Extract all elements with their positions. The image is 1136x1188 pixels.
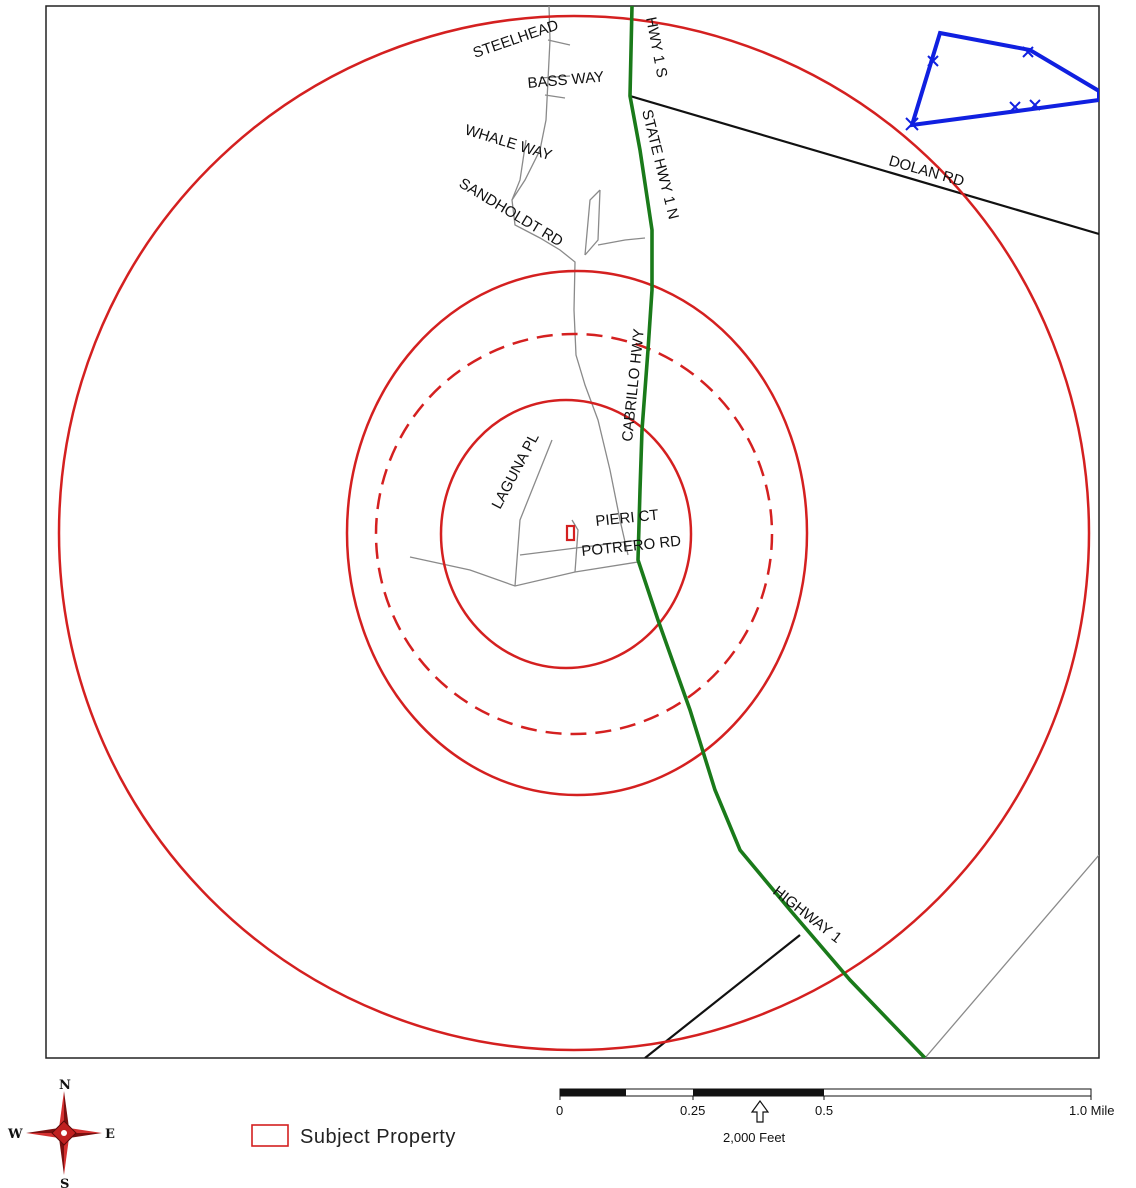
buffer-ring-inner [439, 398, 693, 670]
subject-property-marker [565, 524, 576, 542]
compass-w: W [7, 1127, 23, 1142]
buffer-ring-dashed [374, 332, 774, 736]
scale-tick-1mile: 1.0 Mile [1069, 1103, 1115, 1118]
map-panel: STEELHEAD BASS WAY HWY 1 S STATE HWY 1 N… [45, 5, 1100, 1059]
feet-marker-arrow-icon [750, 1099, 770, 1123]
north-arrow-compass: N S E W [7, 1078, 115, 1188]
label-pieri-ct: PIERI CT [595, 506, 660, 530]
legend-label-subject-property: Subject Property [300, 1126, 456, 1148]
scale-bar: 0 0.25 0.5 1.0 Mile 2,000 Feet [556, 1088, 1115, 1145]
highway-1-line [628, 6, 927, 1058]
scale-tick-025: 0.25 [680, 1103, 705, 1118]
major-roads [629, 94, 1099, 1058]
compass-e: E [105, 1127, 115, 1142]
compass-n: N [59, 1078, 71, 1093]
minor-roads [409, 6, 1099, 1058]
legend-swatch-subject-property [251, 1124, 289, 1147]
buffer-rings [57, 14, 1091, 1052]
legend: Subject Property [251, 1124, 456, 1148]
label-bass-way: BASS WAY [527, 68, 605, 92]
property-boundary-line [905, 30, 1099, 131]
map-border [45, 5, 1100, 1059]
buffer-ring-outer [57, 14, 1091, 1052]
scale-tick-05: 0.5 [815, 1103, 833, 1118]
scale-tick-0: 0 [556, 1103, 563, 1118]
buffer-ring-middle [345, 269, 809, 797]
compass-s: S [60, 1177, 69, 1188]
scale-feet-label: 2,000 Feet [723, 1130, 786, 1145]
